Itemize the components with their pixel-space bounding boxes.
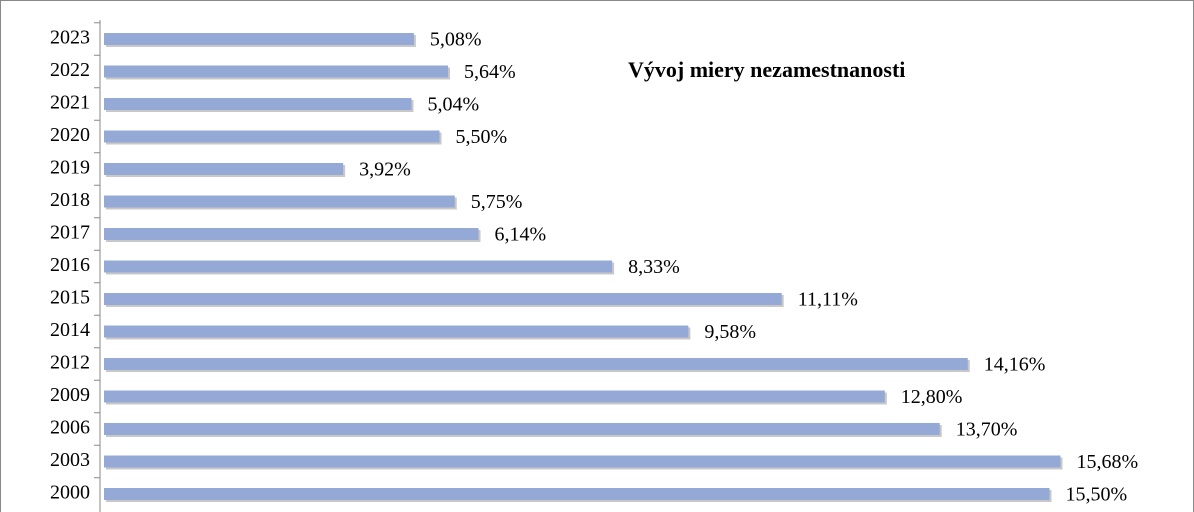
y-tick-label: 2018 [50,189,90,211]
y-tick-label: 2021 [50,92,90,114]
y-tick-label: 2022 [50,59,90,81]
bar [104,358,968,370]
y-tick-label: 2015 [50,287,90,309]
bar [104,33,414,45]
data-label: 13,70% [956,419,1018,441]
data-label: 8,33% [628,256,680,278]
y-tick-label: 2009 [50,384,90,406]
bar [104,163,344,175]
data-label: 5,08% [430,29,482,51]
bar [104,423,940,435]
data-label: 5,04% [427,94,479,116]
bar [104,260,613,273]
data-label: 5,50% [456,126,508,148]
y-tick-label: 2023 [50,27,90,49]
y-tick-label: 2020 [50,124,90,146]
y-tick-label: 2012 [50,352,90,374]
data-label: 9,58% [704,321,756,343]
bar [104,195,455,208]
y-tick-label: 2017 [50,222,90,244]
bar [104,325,689,338]
bar [104,98,412,110]
bar [104,390,885,403]
y-tick-label: 2019 [50,157,90,179]
data-label: 15,50% [1066,484,1128,506]
y-tick-label: 2016 [50,254,90,276]
y-tick-label: 2014 [50,319,90,341]
bar [104,228,479,240]
bar [104,130,440,143]
data-label: 11,11% [798,289,858,311]
y-tick-label: 2003 [50,449,90,471]
y-tick-label: 2006 [50,417,90,439]
data-label: 15,68% [1076,451,1138,473]
bar [104,488,1050,500]
data-label: 6,14% [495,224,547,246]
bar [104,455,1061,468]
data-label: 3,92% [359,159,411,181]
data-label: 12,80% [901,386,963,408]
data-label: 5,64% [464,61,516,83]
data-label: 14,16% [984,354,1046,376]
y-tick-label: 2000 [50,482,90,504]
chart-title: Vývoj miery nezamestnanosti [628,57,905,82]
data-label: 5,75% [471,191,523,213]
bar [104,65,449,78]
bar [104,293,782,305]
